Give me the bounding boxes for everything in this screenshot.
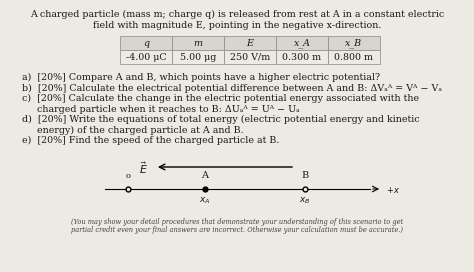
Text: o: o <box>126 172 130 180</box>
FancyBboxPatch shape <box>172 50 224 64</box>
Text: -4.00 μC: -4.00 μC <box>126 52 166 61</box>
Text: energy) of the charged particle at A and B.: energy) of the charged particle at A and… <box>22 125 244 135</box>
Text: a)  [20%] Compare A and B, which points have a higher electric potential?: a) [20%] Compare A and B, which points h… <box>22 73 380 82</box>
Text: x_B: x_B <box>346 38 363 48</box>
FancyBboxPatch shape <box>172 36 224 50</box>
Text: partial credit even your final answers are incorrect. Otherwise your calculation: partial credit even your final answers a… <box>71 226 403 234</box>
FancyBboxPatch shape <box>328 50 380 64</box>
Text: $\vec{E}$: $\vec{E}$ <box>139 160 148 176</box>
Text: 0.800 m: 0.800 m <box>335 52 374 61</box>
Text: d)  [20%] Write the equations of total energy (electric potential energy and kin: d) [20%] Write the equations of total en… <box>22 115 419 124</box>
Text: E: E <box>246 39 254 48</box>
FancyBboxPatch shape <box>224 50 276 64</box>
Text: e)  [20%] Find the speed of the charged particle at B.: e) [20%] Find the speed of the charged p… <box>22 136 279 145</box>
Text: x_A: x_A <box>293 38 310 48</box>
Text: $+x$: $+x$ <box>386 185 400 195</box>
Text: 250 V/m: 250 V/m <box>230 52 270 61</box>
Text: c)  [20%] Calculate the change in the electric potential energy associated with : c) [20%] Calculate the change in the ele… <box>22 94 419 103</box>
FancyBboxPatch shape <box>276 36 328 50</box>
Text: $x_A$: $x_A$ <box>199 196 211 206</box>
Text: charged particle when it reaches to B: ΔUₐᴬ = Uᴬ − Uₐ: charged particle when it reaches to B: Δ… <box>22 104 300 113</box>
FancyBboxPatch shape <box>120 50 172 64</box>
Text: $x_B$: $x_B$ <box>299 196 311 206</box>
Text: 5.00 μg: 5.00 μg <box>180 52 216 61</box>
Text: (You may show your detail procedures that demonstrate your understanding of this: (You may show your detail procedures tha… <box>71 218 403 226</box>
Text: A charged particle (mass m; charge q) is released from rest at A in a constant e: A charged particle (mass m; charge q) is… <box>30 10 444 19</box>
Text: b)  [20%] Calculate the electrical potential difference between A and B: ΔVₐᴬ = : b) [20%] Calculate the electrical potent… <box>22 84 442 93</box>
Text: A: A <box>201 171 209 180</box>
FancyBboxPatch shape <box>328 36 380 50</box>
FancyBboxPatch shape <box>224 36 276 50</box>
Text: m: m <box>193 39 202 48</box>
Text: B: B <box>301 171 309 180</box>
FancyBboxPatch shape <box>276 50 328 64</box>
Text: q: q <box>143 39 149 48</box>
FancyBboxPatch shape <box>120 36 172 50</box>
Text: 0.300 m: 0.300 m <box>283 52 321 61</box>
Text: field with magnitude E, pointing in the negative x-direction.: field with magnitude E, pointing in the … <box>93 21 381 30</box>
